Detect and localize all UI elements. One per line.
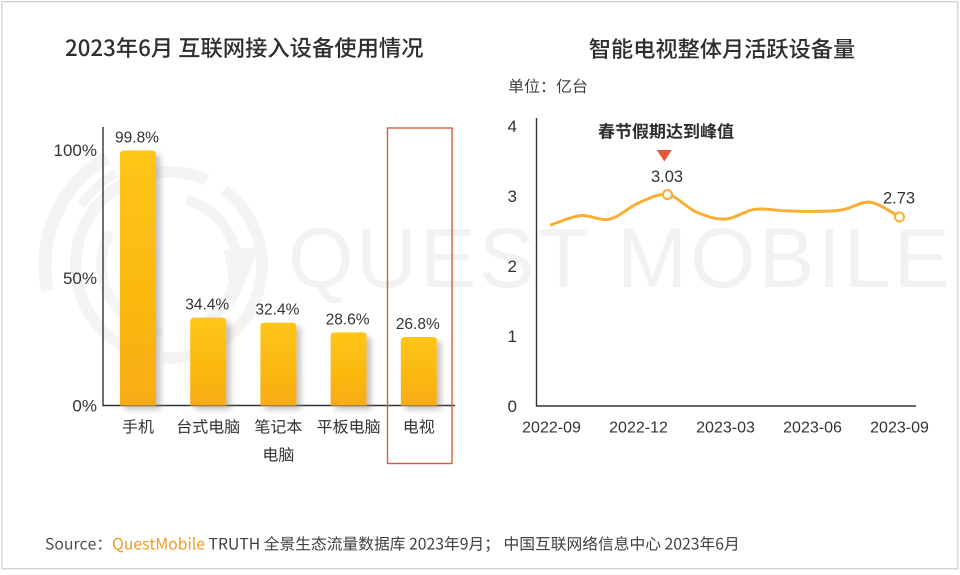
svg-text:2023-03: 2023-03 <box>696 420 755 437</box>
svg-text:1: 1 <box>508 327 517 346</box>
svg-text:100%: 100% <box>54 141 97 160</box>
svg-text:2023-06: 2023-06 <box>783 420 842 437</box>
svg-text:0: 0 <box>508 397 517 416</box>
svg-text:3: 3 <box>508 187 517 206</box>
svg-text:26.8%: 26.8% <box>396 316 440 333</box>
svg-text:QUEST MOBILE: QUEST MOBILE <box>288 211 953 305</box>
svg-text:4: 4 <box>508 117 517 136</box>
svg-text:3.03: 3.03 <box>651 168 683 186</box>
svg-text:2.73: 2.73 <box>883 190 915 208</box>
svg-text:50%: 50% <box>63 269 97 288</box>
svg-text:2: 2 <box>508 257 517 276</box>
svg-text:0%: 0% <box>72 397 97 416</box>
svg-text:99.8%: 99.8% <box>115 130 159 147</box>
svg-text:2022-12: 2022-12 <box>609 420 668 437</box>
svg-text:2022-09: 2022-09 <box>522 420 581 437</box>
svg-text:34.4%: 34.4% <box>185 297 229 314</box>
svg-text:28.6%: 28.6% <box>326 311 370 328</box>
svg-text:32.4%: 32.4% <box>255 302 299 319</box>
svg-text:2023-09: 2023-09 <box>870 420 929 437</box>
